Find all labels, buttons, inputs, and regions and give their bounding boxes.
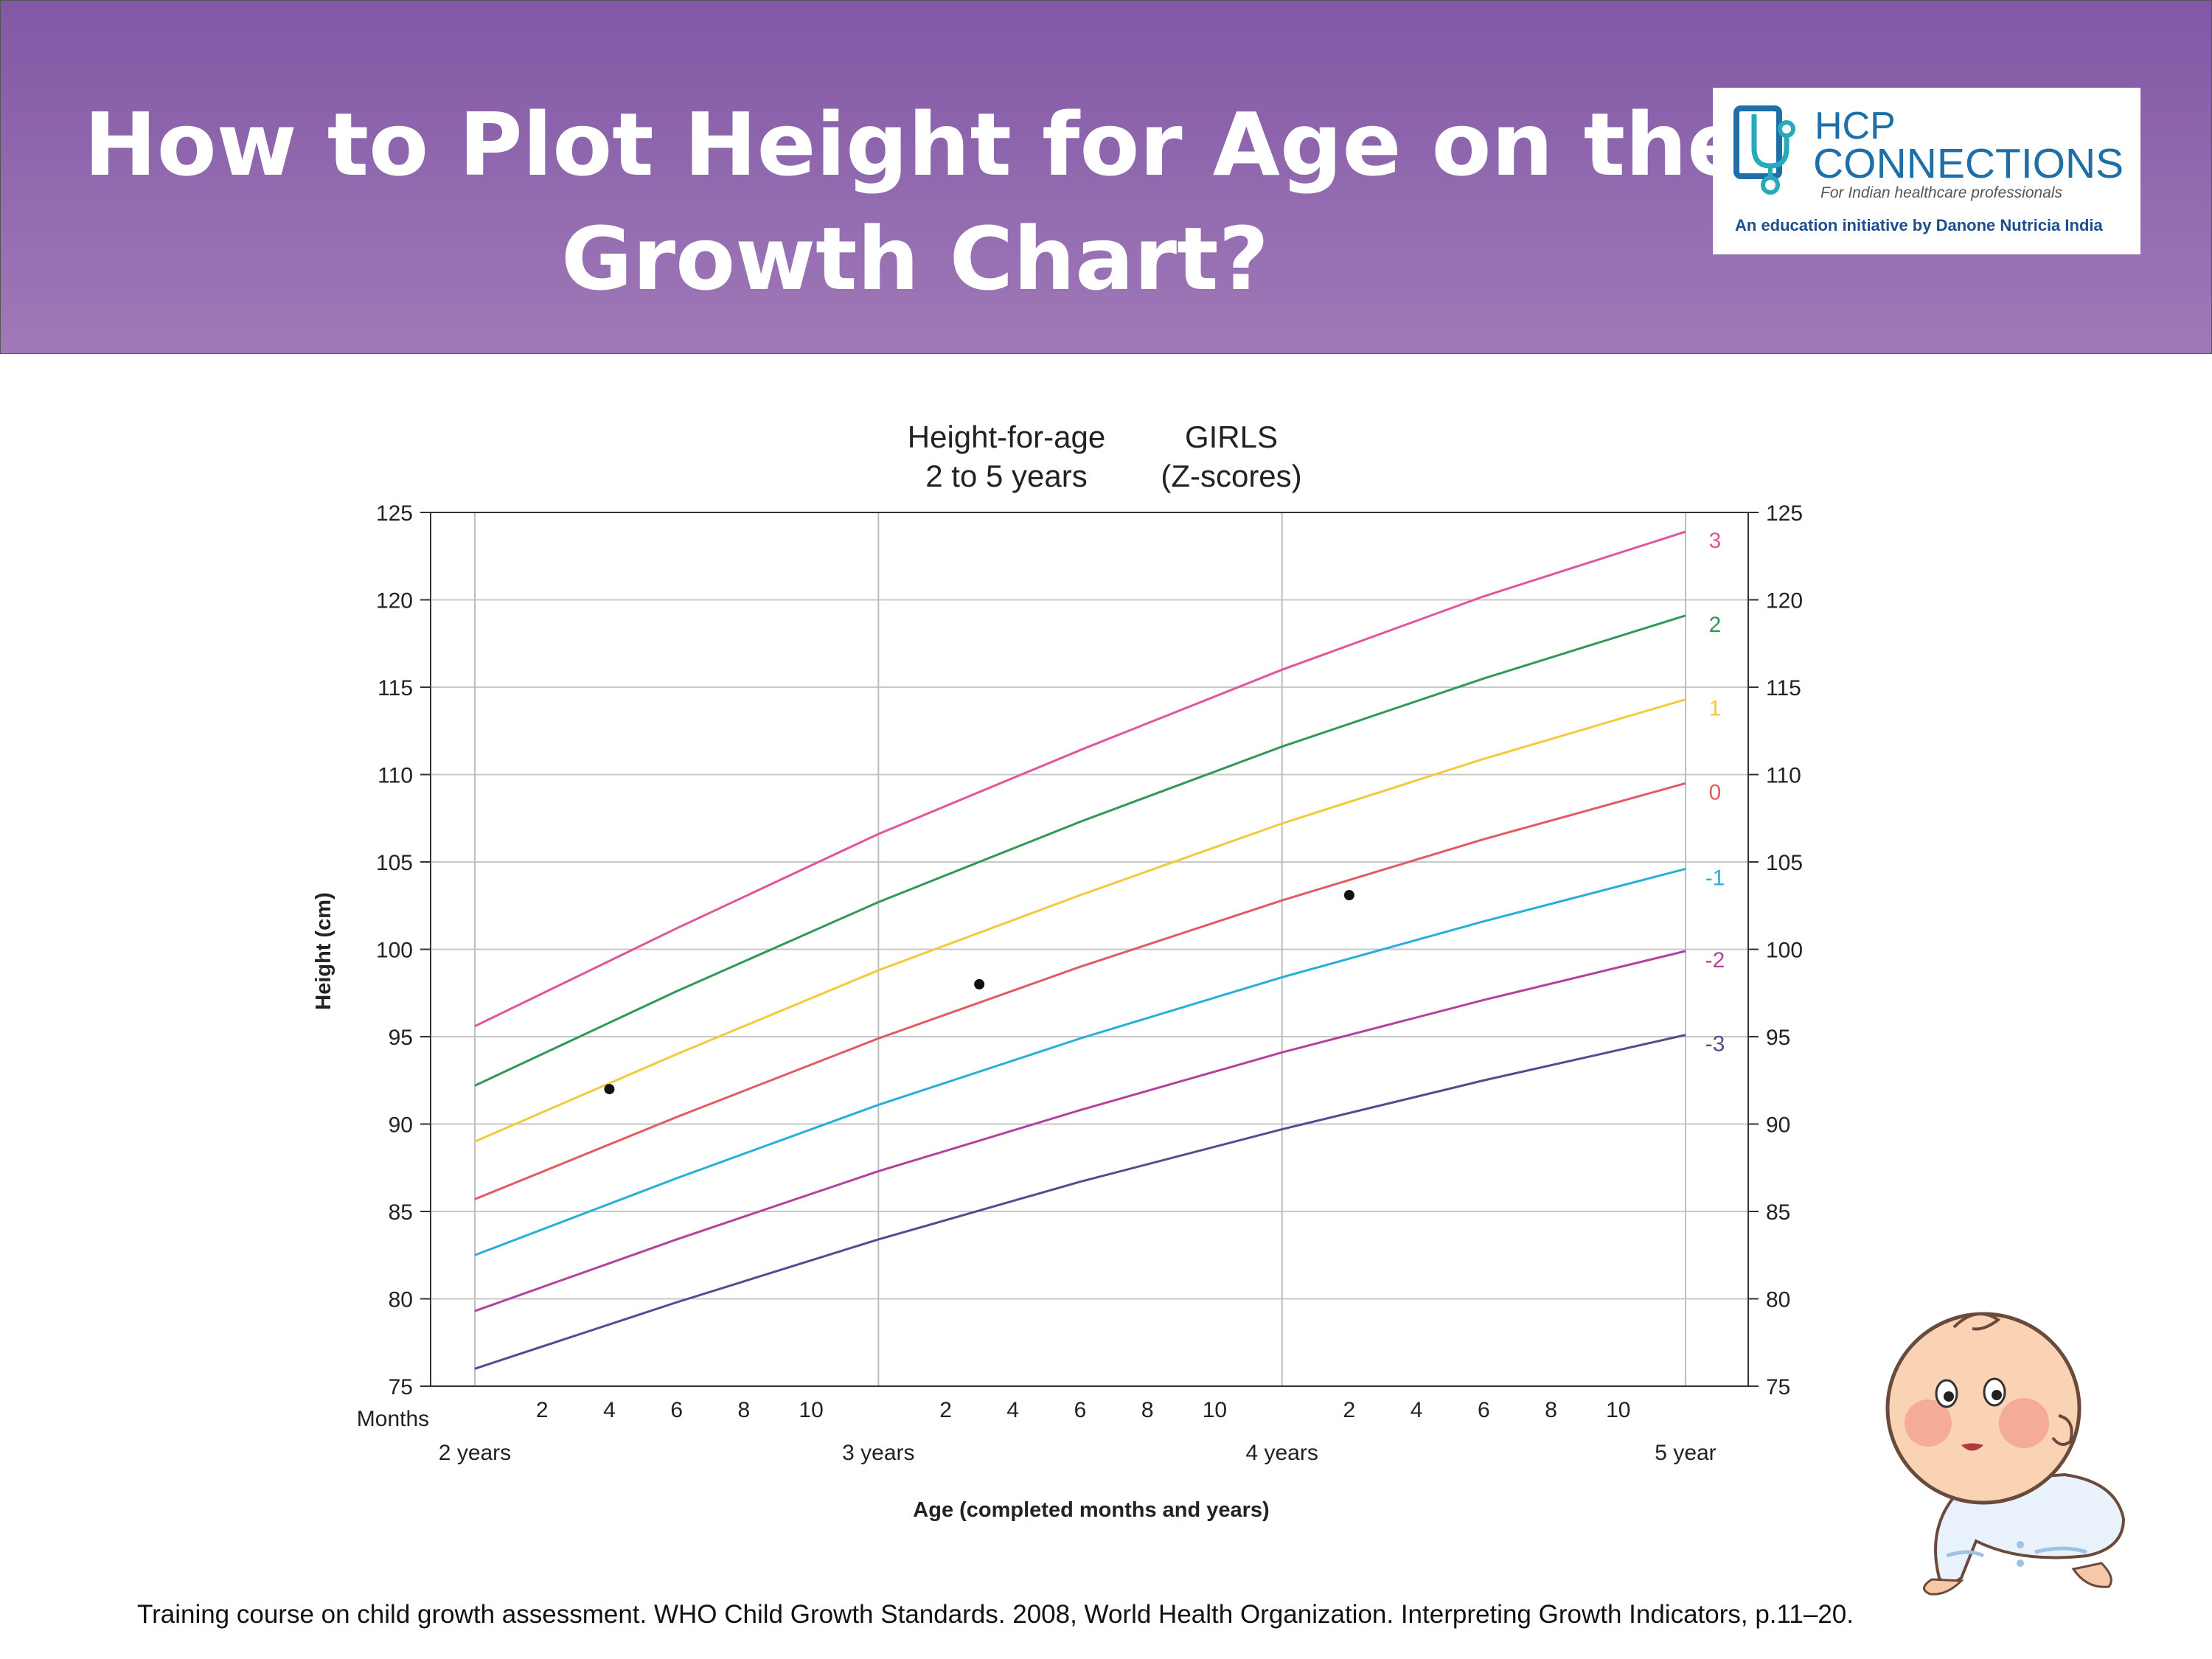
x-month-tick-label: 6 xyxy=(1074,1398,1087,1422)
y-tick-label-right: 100 xyxy=(1766,939,1803,963)
x-month-tick-label: 2 xyxy=(536,1398,549,1422)
x-axis-title: Age (completed months and years) xyxy=(913,1498,1269,1522)
hcp-connections-logo: HCP CONNECTIONS For Indian healthcare pr… xyxy=(1713,88,2140,254)
z-score-label-0: 0 xyxy=(1709,780,1722,804)
x-axis: Months 2 4 6 8 10 2 4 6 8 10 2 4 6 8 10 2 years 3 years 4 … xyxy=(357,1398,1717,1465)
slide-title-line-1: How to Plot Height for Age on the xyxy=(83,94,1747,195)
x-month-tick-label: 8 xyxy=(1141,1398,1154,1422)
x-month-tick-label: 4 xyxy=(1006,1398,1019,1422)
z-score-label-1: 1 xyxy=(1709,697,1722,721)
y-tick-label-right: 125 xyxy=(1766,501,1803,526)
x-year-label: 3 years xyxy=(842,1441,914,1465)
z-score-curves: 3 2 1 0 -1 -2 -3 xyxy=(474,529,1725,1370)
y-tick-label: 75 xyxy=(389,1375,413,1399)
measurement-point xyxy=(974,978,985,990)
y-tick-label: 85 xyxy=(389,1200,413,1225)
chart-title-right-line-1: GIRLS xyxy=(1185,420,1278,454)
y-tick-label-right: 115 xyxy=(1766,676,1801,700)
measurement-point xyxy=(604,1084,615,1095)
z-score-label--3: -3 xyxy=(1705,1032,1725,1057)
y-tick-label-right: 75 xyxy=(1766,1375,1790,1399)
y-tick-label: 115 xyxy=(378,676,413,700)
x-month-tick-label: 10 xyxy=(1606,1398,1630,1422)
measurement-point xyxy=(1343,890,1354,901)
logo-line-hcp: HCP xyxy=(1815,105,1896,147)
y-tick-label: 120 xyxy=(376,589,413,613)
chart-title-left-line-2: 2 to 5 years xyxy=(925,459,1087,493)
stethoscope-tablet-icon xyxy=(1733,105,1795,195)
z-score-label--1: -1 xyxy=(1705,866,1725,890)
y-tick-label: 90 xyxy=(389,1113,413,1138)
x-year-label: 2 years xyxy=(439,1441,511,1465)
x-month-tick-label: 2 xyxy=(1343,1398,1356,1422)
chart-title-left-line-1: Height-for-age xyxy=(908,420,1105,454)
y-tick-label-right: 110 xyxy=(1766,764,1801,788)
z-score-curve-0 xyxy=(474,782,1686,1200)
z-score-label-3: 3 xyxy=(1709,529,1722,553)
x-month-tick-label: 4 xyxy=(1411,1398,1423,1422)
x-month-tick-label: 8 xyxy=(1545,1398,1557,1422)
x-month-tick-label: 6 xyxy=(1478,1398,1490,1422)
z-score-curve--1 xyxy=(474,868,1686,1256)
x-month-tick-label: 6 xyxy=(670,1398,683,1422)
z-score-label--2: -2 xyxy=(1705,948,1725,973)
y-tick-label: 80 xyxy=(389,1288,413,1312)
y-tick-label-right: 80 xyxy=(1766,1288,1790,1312)
x-month-tick-label: 10 xyxy=(799,1398,823,1422)
y-tick-label: 125 xyxy=(376,501,413,526)
slide-title-line-2: Growth Chart? xyxy=(561,208,1269,310)
x-month-tick-label: 8 xyxy=(738,1398,751,1422)
z-score-curve-3 xyxy=(474,530,1686,1028)
x-month-tick-label: 4 xyxy=(603,1398,616,1422)
chart-title: Height-for-age 2 to 5 years GIRLS (Z-sco… xyxy=(908,420,1302,493)
z-score-label-2: 2 xyxy=(1709,613,1722,637)
y-tick-label-right: 85 xyxy=(1766,1200,1790,1225)
z-score-curve--2 xyxy=(474,950,1686,1312)
y-tick-label: 100 xyxy=(376,939,413,963)
plotted-measurements xyxy=(604,890,1354,1095)
y-tick-label-right: 120 xyxy=(1766,589,1803,613)
logo-line-connections: CONNECTIONS xyxy=(1813,140,2124,187)
x-year-label: 5 year xyxy=(1655,1441,1716,1465)
y-axis-title: Height (cm) xyxy=(312,892,335,1010)
z-score-curve-2 xyxy=(474,614,1686,1087)
citation: Training course on child growth assessme… xyxy=(137,1600,1854,1629)
logo-initiative: An education initiative by Danone Nutric… xyxy=(1735,216,2103,234)
y-tick-label-right: 95 xyxy=(1766,1026,1790,1050)
y-tick-label: 110 xyxy=(378,764,413,788)
z-score-curve-1 xyxy=(474,698,1686,1143)
x-month-tick-label: 2 xyxy=(939,1398,952,1422)
z-score-curve--3 xyxy=(474,1034,1686,1370)
x-year-label: 4 years xyxy=(1245,1441,1318,1465)
slide-title: How to Plot Height for Age on the Growth… xyxy=(74,88,1756,316)
chart-title-right-line-2: (Z-scores) xyxy=(1161,459,1301,493)
x-month-tick-label: 10 xyxy=(1203,1398,1227,1422)
y-tick-label-right: 90 xyxy=(1766,1113,1790,1138)
y-tick-label: 105 xyxy=(376,851,413,875)
title-banner: How to Plot Height for Age on the Growth… xyxy=(0,0,2212,354)
y-tick-label-right: 105 xyxy=(1766,851,1803,875)
crawling-baby-icon xyxy=(1885,1312,2126,1596)
y-tick-label: 95 xyxy=(389,1026,413,1050)
logo-tagline: For Indian healthcare professionals xyxy=(1820,184,2063,201)
x-months-label: Months xyxy=(357,1407,429,1431)
grid xyxy=(431,512,1748,1387)
